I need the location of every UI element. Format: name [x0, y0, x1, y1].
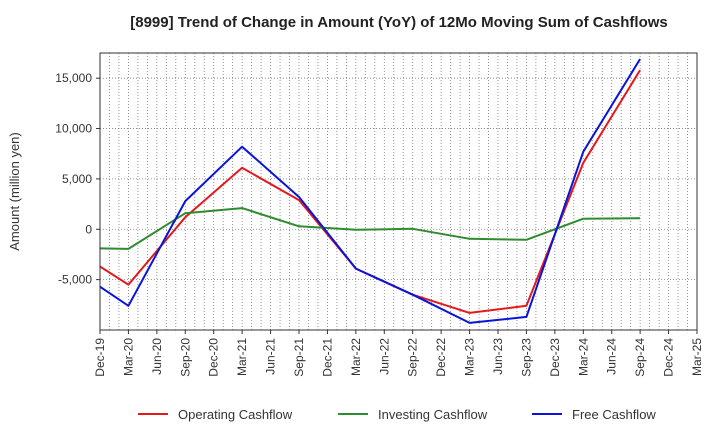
x-tick-label: Mar-22: [349, 338, 363, 376]
x-tick-label: Sep-20: [178, 338, 192, 377]
axis-layer: -5,000 0 5,000 10,000 15,000 Dec-19 Mar-20 Jun-…: [7, 52, 704, 377]
legend-label-investing-cashflow: Investing Cashflow: [378, 407, 488, 422]
investing-cashflow-line: [99, 207, 641, 250]
free-cashflow-line: [99, 58, 641, 324]
legend-label-free-cashflow: Free Cashflow: [572, 407, 656, 422]
x-tick-label: Dec-20: [207, 338, 221, 377]
x-tick-label: Sep-22: [406, 338, 420, 377]
y-tick-label: 5,000: [62, 172, 92, 186]
x-tick-label: Mar-23: [463, 338, 477, 376]
grid-layer: [100, 53, 697, 330]
chart-title: [8999] Trend of Change in Amount (YoY) o…: [130, 14, 668, 31]
x-tick-label: Sep-21: [292, 338, 306, 377]
x-tick-label: Dec-21: [320, 338, 334, 377]
x-tick-label: Dec-22: [434, 338, 448, 377]
x-tick-label: Sep-24: [633, 338, 647, 377]
legend-label-operating-cashflow: Operating Cashflow: [178, 407, 293, 422]
y-tick-label: 15,000: [55, 71, 92, 85]
x-tick-label: Sep-23: [519, 338, 533, 377]
y-tick-label: 10,000: [55, 122, 92, 136]
y-tick-label: 0: [85, 222, 92, 236]
x-tick-label: Jun-22: [377, 338, 391, 375]
x-tick-label: Jun-21: [264, 338, 278, 375]
x-tick-label: Jun-24: [605, 338, 619, 375]
plot-frame: [99, 52, 698, 331]
x-tick-label: Mar-20: [121, 338, 135, 376]
legend-layer: Operating Cashflow Investing Cashflow Free…: [138, 407, 656, 422]
operating-cashflow-line: [99, 69, 641, 314]
y-axis-title: Amount (million yen): [7, 132, 22, 251]
x-tick-label: Jun-20: [150, 338, 164, 375]
x-tick-label: Dec-23: [548, 338, 562, 377]
series-layer: [99, 58, 641, 324]
x-tick-label: Mar-21: [235, 338, 249, 376]
x-tick-label: Mar-25: [690, 338, 704, 376]
x-tick-label: Dec-24: [662, 338, 676, 377]
y-tick-label: -5,000: [58, 273, 92, 287]
x-tick-label: Jun-23: [491, 338, 505, 375]
x-tick-label: Mar-24: [576, 338, 590, 376]
x-tick-label: Dec-19: [93, 338, 107, 377]
